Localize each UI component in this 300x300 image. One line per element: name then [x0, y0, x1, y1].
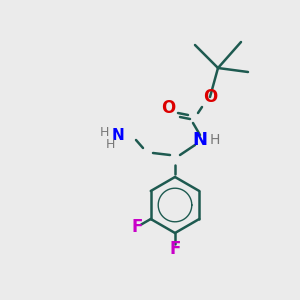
- Text: H: H: [99, 127, 109, 140]
- Text: N: N: [112, 128, 124, 142]
- Text: F: F: [169, 240, 181, 258]
- Text: O: O: [203, 88, 217, 106]
- Text: H: H: [210, 133, 220, 147]
- Text: O: O: [161, 99, 175, 117]
- Text: F: F: [131, 218, 142, 236]
- Text: H: H: [105, 139, 115, 152]
- Text: N: N: [193, 131, 208, 149]
